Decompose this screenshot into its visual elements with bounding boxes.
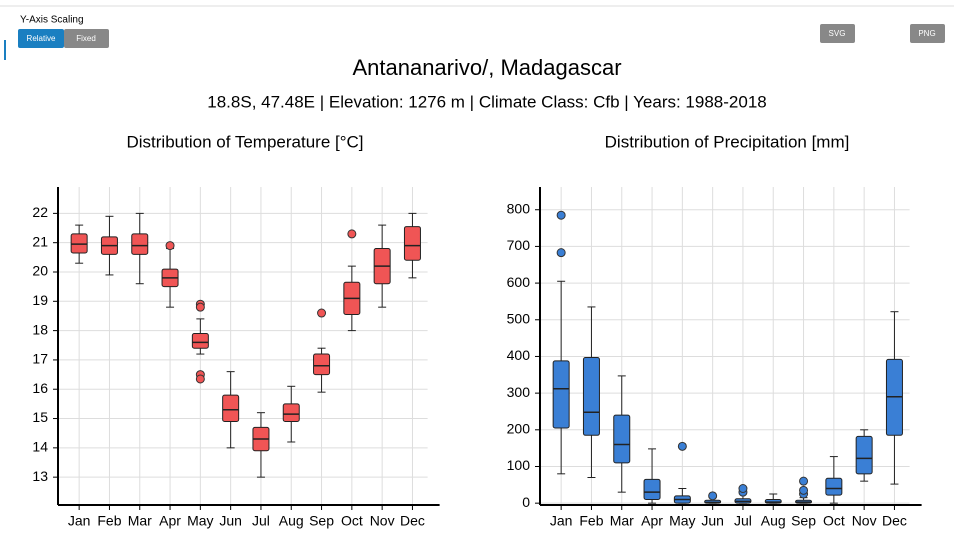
y-tick-label: 14 <box>32 439 48 455</box>
x-tick-label: May <box>669 513 695 529</box>
outlier <box>677 441 687 451</box>
x-tick-label: Oct <box>341 513 363 529</box>
chart-title: Distribution of Precipitation [mm] <box>605 132 850 151</box>
outlier <box>195 374 205 384</box>
x-tick-label: Nov <box>370 513 395 529</box>
outlier <box>347 229 357 239</box>
box <box>191 333 209 349</box>
x-tick-label: Dec <box>400 513 425 529</box>
outlier <box>165 241 175 251</box>
page-subtitle: 18.8S, 47.48E | Elevation: 1276 m | Clim… <box>207 92 766 111</box>
png-button[interactable] <box>910 24 945 43</box>
x-tick-label: Jan <box>68 513 91 529</box>
y-tick-label: 21 <box>32 233 48 249</box>
x-tick-label: Dec <box>882 513 907 529</box>
y-tick-label: 200 <box>507 421 531 437</box>
x-tick-label: Jun <box>701 513 724 529</box>
chart-title: Distribution of Temperature [°C] <box>126 132 363 151</box>
svg-button-label[interactable]: SVG <box>829 29 846 38</box>
box <box>131 233 149 255</box>
x-tick-label: Apr <box>641 513 663 529</box>
y-tick-label: 600 <box>507 274 531 290</box>
x-tick-label: Jun <box>219 513 242 529</box>
x-tick-label: Jul <box>252 513 270 529</box>
box <box>643 478 661 500</box>
fixed-button-label[interactable]: Fixed <box>76 34 96 43</box>
box <box>613 414 631 464</box>
box <box>403 226 421 261</box>
relative-button[interactable] <box>18 29 64 48</box>
relative-button-label[interactable]: Relative <box>27 34 56 43</box>
outlier <box>195 302 205 312</box>
y-tick-label: 500 <box>507 310 531 326</box>
outlier <box>317 308 327 318</box>
y-tick-label: 20 <box>32 263 48 279</box>
outlier <box>738 483 748 493</box>
box <box>855 435 873 475</box>
box <box>282 403 300 422</box>
x-tick-label: Apr <box>159 513 181 529</box>
x-tick-label: Aug <box>279 513 304 529</box>
outlier <box>556 210 566 220</box>
x-tick-label: Nov <box>852 513 877 529</box>
x-tick-label: May <box>187 513 213 529</box>
y-tick-label: 300 <box>507 384 531 400</box>
box <box>552 360 570 429</box>
x-tick-label: Jan <box>550 513 573 529</box>
page-title: Antananarivo/, Madagascar <box>352 55 621 80</box>
y-tick-label: 16 <box>32 380 48 396</box>
fixed-button[interactable] <box>64 29 109 48</box>
x-tick-label: Feb <box>579 513 603 529</box>
y-tick-label: 800 <box>507 200 531 216</box>
y-tick-label: 22 <box>32 204 48 220</box>
y-tick-label: 17 <box>32 351 48 367</box>
svg-button[interactable] <box>820 24 855 43</box>
box <box>582 357 600 436</box>
y-tick-label: 15 <box>32 409 48 425</box>
y-tick-label: 13 <box>32 468 48 484</box>
png-button-label[interactable]: PNG <box>918 29 935 38</box>
outlier <box>556 248 566 258</box>
outlier <box>799 485 809 495</box>
x-tick-label: Feb <box>97 513 121 529</box>
x-tick-label: Sep <box>791 513 816 529</box>
outlier <box>708 491 718 501</box>
y-tick-label: 700 <box>507 237 531 253</box>
x-tick-label: Aug <box>761 513 786 529</box>
x-tick-label: Mar <box>128 513 152 529</box>
y-tick-label: 0 <box>522 494 530 510</box>
x-tick-label: Sep <box>309 513 334 529</box>
y-tick-label: 19 <box>32 292 48 308</box>
box <box>313 353 331 376</box>
x-tick-label: Oct <box>823 513 845 529</box>
scaling-label: Y-Axis Scaling <box>20 15 84 26</box>
outlier <box>799 476 809 486</box>
y-tick-label: 18 <box>32 321 48 337</box>
box <box>222 394 240 422</box>
y-tick-label: 100 <box>507 457 531 473</box>
x-tick-label: Mar <box>610 513 634 529</box>
x-tick-label: Jul <box>734 513 752 529</box>
y-tick-label: 400 <box>507 347 531 363</box>
box <box>825 477 843 496</box>
